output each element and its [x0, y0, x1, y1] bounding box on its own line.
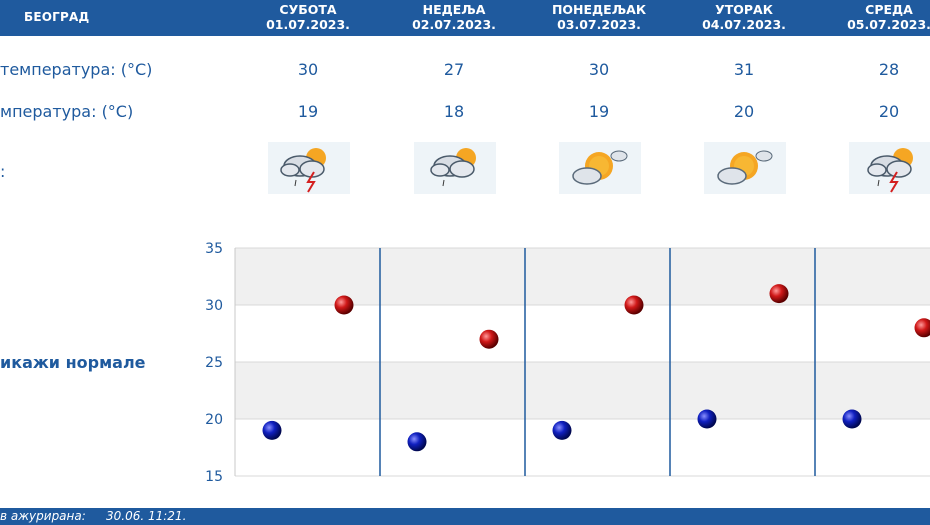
weather-icon-label: : [0, 162, 6, 181]
storm-cloud-sun-icon [849, 142, 930, 194]
day-name: СРЕДА [865, 2, 913, 17]
day-name: УТОРАК [715, 2, 773, 17]
min-temp-label: мпература: (°C) [0, 102, 134, 121]
sun-cloud-icon [559, 142, 641, 194]
day-header-4: УТОРАК 04.07.2023. [684, 2, 804, 32]
forecast-header: БЕОГРАД СУБОТА 01.07.2023. НЕДЕЉА 02.07.… [0, 0, 930, 36]
day-date: 02.07.2023. [412, 17, 496, 32]
rain-cloud-sun-icon [414, 142, 496, 194]
day-date: 01.07.2023. [266, 17, 350, 32]
max-temp-value: 31 [733, 60, 755, 79]
y-tick-label: 15 [205, 469, 223, 485]
max-temp-label: температура: (°C) [0, 60, 153, 79]
max-temp-point [334, 295, 354, 315]
max-temp-point [624, 295, 644, 315]
min-temp-value: 19 [588, 102, 610, 121]
update-time: 30.06. 11:21. [106, 509, 187, 523]
day-name: НЕДЕЉА [422, 2, 486, 17]
chart-band [235, 248, 930, 305]
chart-band [235, 305, 930, 362]
max-temp-value: 27 [443, 60, 465, 79]
day-name: ПОНЕДЕЉАК [551, 2, 647, 17]
day-name: СУБОТА [279, 2, 337, 17]
update-footer: в ажурирана: 30.06. 11:21. [0, 508, 930, 525]
min-temp-point [552, 420, 572, 440]
chart-band [235, 419, 930, 476]
y-tick-label: 20 [205, 412, 223, 428]
min-temp-point [407, 432, 427, 452]
min-temp-point [697, 409, 717, 429]
day-date: 04.07.2023. [702, 17, 786, 32]
max-temp-point [769, 284, 789, 304]
min-temp-point [262, 420, 282, 440]
min-temp-value: 20 [733, 102, 755, 121]
min-temp-row: мпература: (°C) 19 18 19 20 20 [0, 96, 930, 126]
min-temp-value: 20 [878, 102, 900, 121]
show-normals-link[interactable]: икажи нормале [0, 353, 146, 372]
weather-icon-row: : [0, 156, 930, 186]
max-temp-point [914, 318, 930, 338]
day-header-3: ПОНЕДЕЉАК 03.07.2023. [539, 2, 659, 32]
max-temp-value: 30 [297, 60, 319, 79]
min-temp-point [842, 409, 862, 429]
sun-cloud-icon [704, 142, 786, 194]
y-tick-label: 35 [205, 241, 223, 257]
update-label: в ажурирана: [0, 509, 86, 523]
max-temp-value: 30 [588, 60, 610, 79]
min-temp-value: 18 [443, 102, 465, 121]
storm-cloud-sun-icon [268, 142, 350, 194]
temperature-chart: 15 20 25 30 35 [205, 241, 930, 485]
min-temp-value: 19 [297, 102, 319, 121]
city-name: БЕОГРАД [24, 10, 90, 24]
y-tick-label: 30 [205, 298, 223, 314]
day-date: 05.07.2023. [847, 17, 930, 32]
day-header-1: СУБОТА 01.07.2023. [248, 2, 368, 32]
max-temp-value: 28 [878, 60, 900, 79]
day-date: 03.07.2023. [557, 17, 641, 32]
max-temp-point [479, 329, 499, 349]
day-header-5: СРЕДА 05.07.2023. [829, 2, 930, 32]
y-tick-label: 25 [205, 355, 223, 371]
chart-band [235, 362, 930, 419]
max-temp-row: температура: (°C) 30 27 30 31 28 [0, 54, 930, 84]
day-header-2: НЕДЕЉА 02.07.2023. [394, 2, 514, 32]
